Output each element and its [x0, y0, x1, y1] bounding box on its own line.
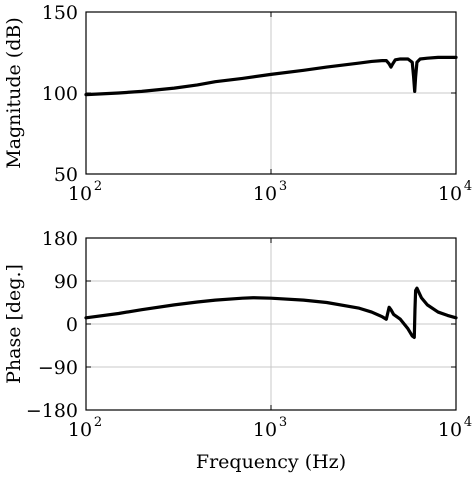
magnitude-grid [86, 12, 456, 174]
frequency-x-axis-label: Frequency (Hz) [196, 451, 346, 473]
magnitude-x-tick-label: 10 [68, 183, 92, 205]
phase-y-tick-label: −90 [38, 357, 78, 379]
phase-series-line [84, 286, 458, 339]
phase-grid [86, 238, 456, 410]
magnitude-x-tick-label: 10 [253, 183, 277, 205]
magnitude-y-tick-label: 100 [42, 83, 78, 105]
phase-y-tick-label: 180 [42, 228, 78, 250]
phase-x-tick-exponent: 3 [279, 415, 287, 430]
phase-y-tick-label: 0 [66, 314, 78, 336]
phase-x-tick-label: 10 [253, 419, 277, 441]
magnitude-y-tick-label: 50 [54, 164, 78, 186]
phase-y-tick-label: −180 [26, 400, 78, 422]
magnitude-series-line [84, 55, 458, 97]
phase-x-tick-exponent: 4 [464, 415, 472, 430]
magnitude-x-tick-exponent: 3 [279, 179, 287, 194]
magnitude-x-tick-exponent: 2 [94, 179, 102, 194]
magnitude-y-tick-label: 150 [42, 2, 78, 24]
phase-y-tick-label: 90 [54, 271, 78, 293]
phase-x-tick-label: 10 [68, 419, 92, 441]
magnitude-x-tick-label: 10 [438, 183, 462, 205]
magnitude-x-tick-exponent: 4 [464, 179, 472, 194]
magnitude-y-axis-label: Magnitude (dB) [3, 17, 25, 169]
phase-x-tick-exponent: 2 [94, 415, 102, 430]
phase-y-axis-label: Phase [deg.] [3, 264, 25, 384]
phase-x-tick-label: 10 [438, 419, 462, 441]
